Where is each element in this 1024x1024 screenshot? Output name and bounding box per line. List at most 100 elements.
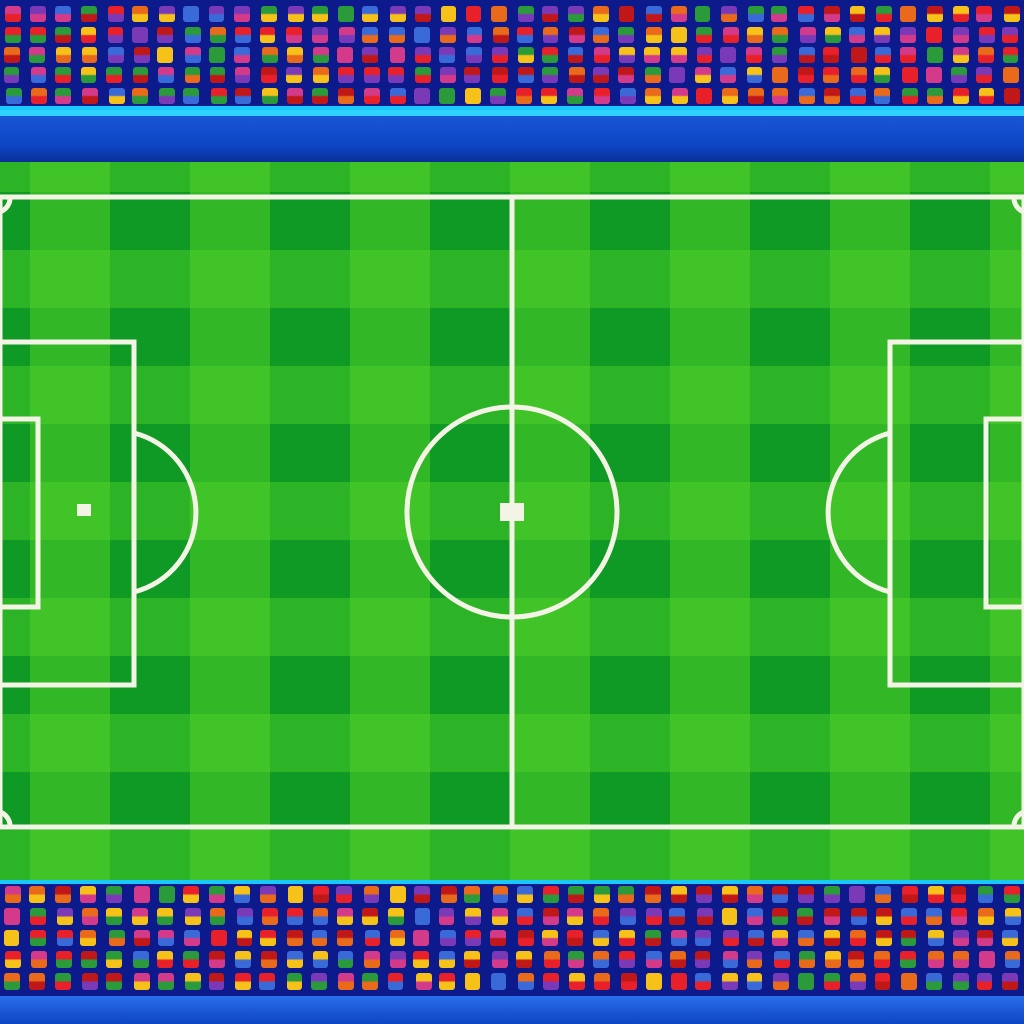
crowd-fan	[438, 47, 455, 63]
crowd-fan	[669, 907, 686, 925]
crowd-fan	[3, 47, 20, 63]
crowd-fan	[6, 87, 23, 104]
crowd-fan	[464, 951, 481, 969]
crowd-fan	[977, 929, 994, 947]
crowd-fan	[364, 67, 380, 84]
crowd-fan	[1003, 67, 1020, 84]
crowd-fan	[773, 951, 790, 969]
crowd-fan	[772, 26, 788, 43]
crowd-fan	[645, 886, 662, 904]
crowd-fan	[747, 907, 763, 925]
crowd-fan	[4, 951, 21, 969]
crowd-fan	[466, 47, 483, 63]
crowd-fan	[158, 67, 175, 84]
crowd-fan	[925, 26, 942, 43]
crowd-fan	[671, 886, 687, 904]
crowd-fan	[80, 886, 97, 904]
crowd-fan	[29, 886, 46, 904]
crowd-fan	[259, 26, 276, 43]
crowd-fan	[569, 972, 585, 990]
crowd-fan	[209, 67, 226, 84]
crowd-fan	[594, 972, 611, 990]
crowd-fan	[30, 87, 47, 104]
crowd-fan	[4, 6, 21, 23]
crowd-fan	[927, 951, 944, 969]
crowd-fan	[695, 972, 712, 990]
crowd-fan	[56, 907, 73, 925]
crowd-fan	[850, 907, 867, 925]
crowd-fan	[440, 6, 457, 23]
corner-arc-bottom-left	[0, 809, 13, 828]
crowd-fan	[721, 972, 738, 990]
crowd-fan	[492, 886, 509, 904]
crowd-fan	[875, 47, 892, 63]
crowd-fan	[105, 951, 122, 969]
crowd-fan	[671, 972, 688, 990]
crowd-fan	[389, 47, 406, 63]
crowd-fan	[696, 87, 712, 104]
crowd-fan	[926, 972, 942, 990]
crowd-fan	[234, 67, 251, 84]
crowd-fan	[490, 87, 507, 104]
center-spot	[500, 503, 524, 521]
crowd-fan	[902, 67, 919, 84]
crowd-fan	[336, 929, 353, 947]
crowd-fan	[569, 67, 586, 84]
crowd-fan	[824, 951, 841, 969]
crowd-fan	[414, 47, 431, 63]
crowd-fan	[234, 6, 251, 23]
crowd-fan	[157, 929, 174, 947]
crowd-fan	[952, 972, 969, 990]
crowd-fan	[286, 47, 303, 63]
crowd-fan	[108, 929, 125, 947]
corner-arc-bottom-right	[1011, 809, 1024, 828]
crowd-fan	[157, 907, 173, 925]
crowd-fan	[824, 929, 841, 947]
crowd-fan	[798, 67, 814, 84]
crowd-fan	[953, 6, 969, 23]
crowd-fan	[618, 929, 635, 947]
crowd-fan	[388, 26, 405, 43]
crowd-fan	[746, 951, 763, 969]
crowd-fan	[312, 951, 329, 969]
crowd-fan	[953, 47, 970, 63]
crowd-fan	[670, 47, 687, 63]
crowd-fan	[592, 6, 609, 23]
crowd-fan	[646, 26, 663, 43]
crowd-fan	[543, 951, 560, 969]
crowd-fan	[746, 26, 763, 43]
crowd-fan	[388, 67, 405, 84]
crowd-fan	[1004, 87, 1021, 104]
crowd-fan	[388, 907, 405, 925]
crowd-fan	[287, 87, 303, 104]
crowd-fan	[645, 929, 662, 947]
crowd-fan	[157, 972, 174, 990]
crowd-fan	[55, 26, 72, 43]
crowd-fan	[362, 6, 378, 23]
crowd-fan	[925, 67, 942, 84]
crowd-fan	[901, 972, 918, 990]
crowd-fan	[720, 67, 737, 84]
crowd-fan	[566, 907, 583, 925]
crowd-fan	[3, 972, 20, 990]
crowd-fan	[313, 886, 330, 904]
crowd-fan	[823, 6, 840, 23]
crowd-fan	[208, 951, 225, 969]
crowd-fan	[646, 907, 662, 925]
crowd-fan	[286, 67, 303, 84]
crowd-fan	[29, 972, 46, 990]
crowd-fan	[1004, 6, 1021, 23]
crowd-fan	[620, 87, 637, 104]
crowd-fan	[132, 951, 149, 969]
crowd-fan	[440, 886, 457, 904]
crowd-fan	[30, 907, 47, 925]
crowd-fan	[389, 87, 406, 104]
crowd-fan	[159, 87, 176, 104]
crowd-fan	[312, 67, 329, 84]
crowd-fan	[337, 47, 354, 63]
crowd-fan	[566, 929, 583, 947]
crowd-fan	[338, 67, 355, 84]
crowd-fan	[720, 47, 737, 63]
crowd-fan	[312, 907, 329, 925]
crowd-fan	[338, 6, 355, 23]
